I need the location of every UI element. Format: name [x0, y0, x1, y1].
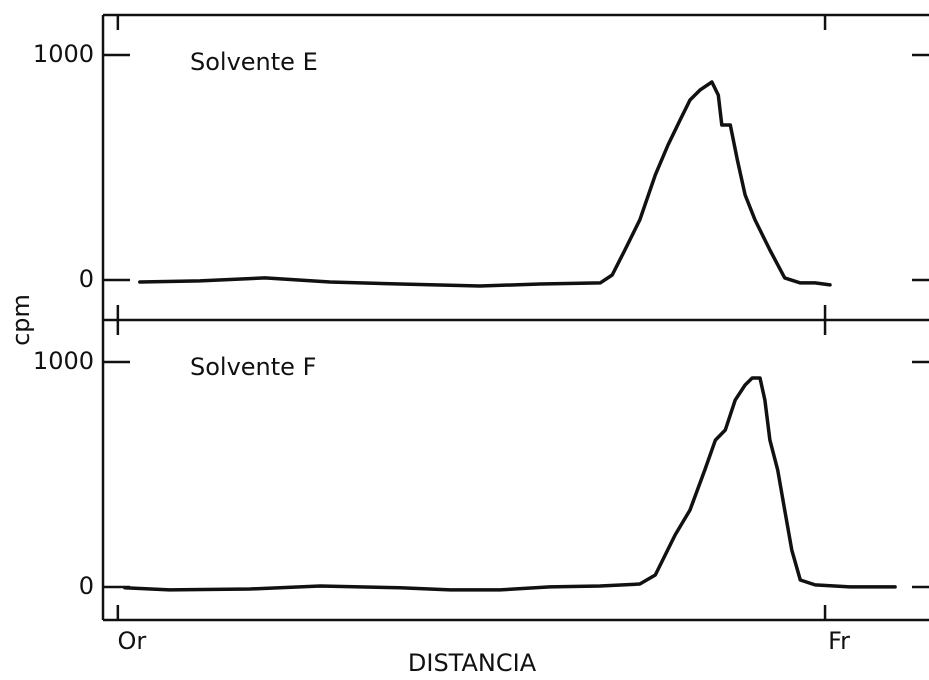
panel-title: Solvente F: [190, 353, 316, 381]
x-tick-label: Fr: [828, 627, 850, 655]
panel-title: Solvente E: [190, 48, 318, 76]
y-tick-label: 1000: [33, 40, 94, 68]
data-line: [123, 376, 897, 592]
y-tick-label: 1000: [33, 347, 94, 375]
data-line: [138, 80, 832, 288]
y-axis-label: cpm: [7, 294, 35, 346]
x-axis-label: DISTANCIA: [408, 649, 537, 677]
axis-frame: [101, 13, 929, 622]
x-tick-label: Or: [117, 627, 146, 655]
y-tick-label: 0: [79, 572, 94, 600]
y-tick-label: 0: [79, 265, 94, 293]
